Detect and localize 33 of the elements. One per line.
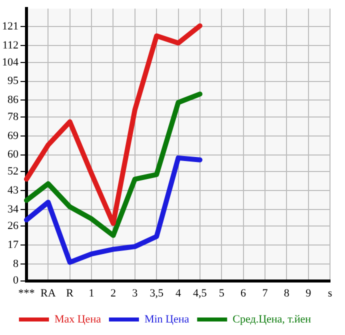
x-tick-label: 4 [176,287,182,300]
y-tick-label: 60 [8,148,19,161]
x-tick-label: R [66,287,74,300]
legend-label: Max Цена [54,313,102,326]
x-tick-label: 6 [240,287,247,300]
y-tick-label: 34 [8,203,19,216]
y-tick-label: 8 [13,258,19,270]
x-tick-label: *** [18,287,35,300]
x-tick-label: 3,5 [150,287,164,300]
y-tick-label: 52 [8,165,18,178]
y-tick-label: 17 [8,238,19,251]
legend-label: Min Цена [144,313,190,326]
x-tick-label: 3 [132,287,138,300]
y-tick-label: 26 [8,220,19,232]
x-tick-label: 5 [218,287,225,300]
y-tick-label: 86 [8,94,19,106]
y-tick-label: 78 [8,110,19,123]
y-tick-label: 69 [8,130,19,142]
y-tick-label: 43 [8,184,19,196]
y-tick-label: 112 [2,39,18,52]
y-tick-label: 95 [8,75,19,88]
x-tick-label: 1 [88,287,94,300]
x-tick-label: 8 [284,287,290,300]
x-tick-label: 2 [110,287,116,300]
y-tick-label: 121 [2,20,18,33]
x-tick-label: s [328,287,332,300]
x-tick-label: RA [40,287,56,300]
y-tick-label: 0 [13,274,19,287]
x-tick-label: 7 [262,287,268,300]
x-tick-label: 9 [306,287,312,300]
legend-label: Сред.Цена, т.йен [232,313,312,326]
y-tick-label: 104 [2,56,19,68]
x-tick-label: 4,5 [193,287,208,300]
